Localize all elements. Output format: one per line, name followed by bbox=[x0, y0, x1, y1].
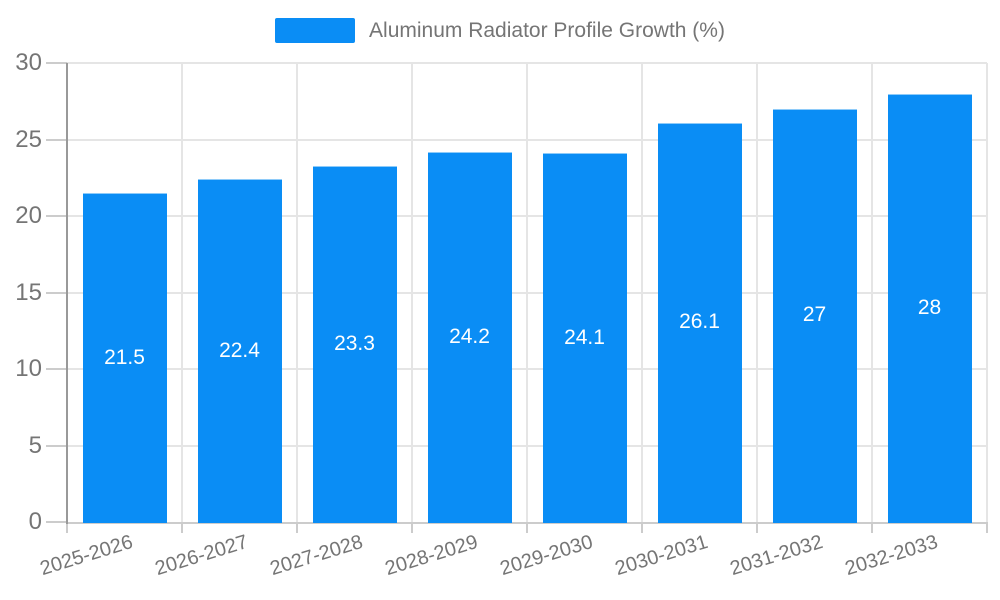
v-gridline bbox=[641, 63, 643, 522]
legend-label: Aluminum Radiator Profile Growth (%) bbox=[369, 18, 725, 42]
x-tick bbox=[986, 522, 988, 533]
v-gridline bbox=[986, 63, 988, 522]
y-tick bbox=[46, 291, 67, 294]
bar bbox=[82, 193, 167, 523]
legend-item[interactable]: Aluminum Radiator Profile Growth (%) bbox=[0, 18, 1000, 43]
bar bbox=[887, 93, 972, 523]
bar-value-label: 24.2 bbox=[449, 324, 490, 348]
y-tick-label: 15 bbox=[15, 278, 42, 306]
y-tick-label: 0 bbox=[28, 508, 42, 535]
bar-value-label: 26.1 bbox=[679, 310, 720, 334]
x-tick bbox=[871, 522, 873, 533]
bar-value-label: 27 bbox=[802, 303, 827, 327]
x-category-label: 2025-2026 bbox=[37, 531, 135, 581]
y-tick-label: 20 bbox=[15, 202, 42, 229]
bar bbox=[772, 108, 857, 523]
bar-value-label: 23.3 bbox=[334, 331, 375, 355]
x-category-label: 2026-2027 bbox=[152, 531, 250, 581]
v-gridline bbox=[526, 63, 528, 522]
y-tick bbox=[46, 521, 67, 523]
x-tick bbox=[641, 522, 643, 533]
y-axis-line bbox=[66, 63, 68, 524]
v-gridline bbox=[411, 63, 413, 522]
bar-value-label: 22.4 bbox=[219, 338, 260, 362]
y-tick bbox=[46, 444, 67, 447]
bar bbox=[197, 179, 282, 523]
y-tick bbox=[46, 138, 67, 141]
x-category-label: 2029-2030 bbox=[497, 531, 595, 581]
x-tick bbox=[526, 522, 528, 533]
y-tick-label: 30 bbox=[15, 49, 42, 76]
v-gridline bbox=[756, 63, 758, 522]
bar-value-label: 24.1 bbox=[564, 325, 605, 349]
x-tick bbox=[181, 522, 183, 533]
y-tick bbox=[46, 368, 67, 370]
x-axis-line bbox=[67, 522, 987, 524]
legend-swatch bbox=[275, 18, 356, 43]
x-category-label: 2032-2033 bbox=[842, 531, 940, 581]
y-tick-label: 5 bbox=[28, 431, 42, 459]
x-category-label: 2030-2031 bbox=[612, 531, 710, 581]
x-tick bbox=[296, 522, 298, 533]
v-gridline bbox=[296, 63, 298, 522]
bar-value-label: 21.5 bbox=[104, 345, 145, 369]
x-tick bbox=[66, 522, 68, 533]
x-category-label: 2027-2028 bbox=[267, 531, 365, 581]
y-tick bbox=[46, 215, 67, 217]
x-tick bbox=[756, 522, 758, 533]
y-tick bbox=[46, 62, 67, 64]
y-tick-label: 25 bbox=[15, 125, 42, 153]
x-category-label: 2028-2029 bbox=[382, 531, 480, 581]
v-gridline bbox=[871, 63, 873, 522]
x-tick bbox=[411, 522, 413, 533]
bar bbox=[657, 122, 742, 523]
bar bbox=[312, 165, 397, 523]
y-tick-label: 10 bbox=[15, 355, 42, 382]
v-gridline bbox=[181, 63, 183, 522]
bar bbox=[427, 151, 512, 523]
bar bbox=[542, 153, 627, 523]
bar-value-label: 28 bbox=[917, 295, 942, 319]
x-category-label: 2031-2032 bbox=[727, 531, 825, 581]
